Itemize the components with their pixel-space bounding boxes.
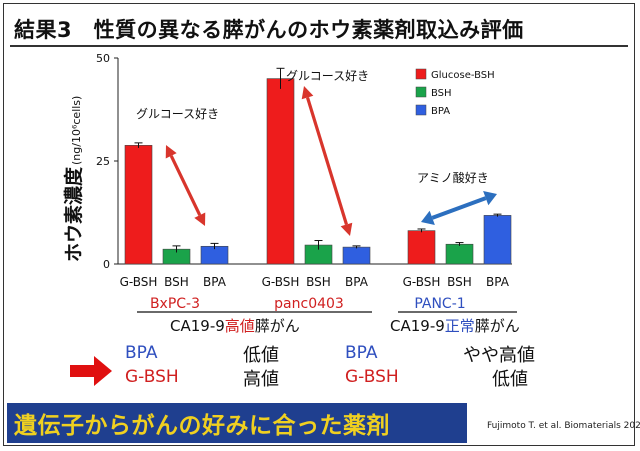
y-tick-label: 0 [103,258,110,271]
arrow-head [483,191,497,206]
bar [266,78,295,265]
double-arrow-panc1 [421,191,497,225]
arrow-shaft [169,155,202,216]
summary-right-row2-level: 低値 [492,369,528,390]
citation: Fujimoto T. et al. Biomaterials 2024 [487,421,640,431]
group-label: panc0403 [274,296,344,312]
x-tick-label: G-BSH [403,275,441,289]
annotation-glucose-2: グルコース好き [286,69,369,83]
group-label: BxPC-3 [150,296,200,312]
arrow-head [421,210,435,225]
group-label: PANC-1 [414,296,465,312]
x-tick-label: BSH [447,275,472,289]
y-tick-label: 50 [96,52,110,65]
chart-labels: 0 25 50 ホウ素濃度(ng/10⁶cells) G-BSH BSH BPA G-BSH B… [62,52,520,335]
chart-arrows [165,86,497,236]
bracket-label-normal: CA19-9正常膵がん [390,317,520,335]
arrow-head [194,212,206,226]
conclusion-text: 遺伝子からがんの好みに合った薬剤 [14,413,390,439]
summary-right-row1-drug: BPA [345,343,378,363]
bracket-label-high: CA19-9高値膵がん [170,317,300,335]
summary-right-row1-level: やや高値 [463,345,535,366]
conclusion-banner [7,403,467,443]
x-tick-label: G-BSH [262,275,300,289]
arrow-head [165,145,177,159]
chart-legend: Glucose-BSH BSH BPA [415,68,495,117]
bar [483,215,512,265]
summary-left-row2-level: 高値 [243,369,279,390]
bar [407,230,436,265]
bar [445,243,474,265]
bar [124,145,153,265]
chart-axes [114,57,517,313]
arrow-shaft [305,97,349,225]
summary-right-row2-drug: G-BSH [345,367,399,387]
y-axis-label: ホウ素濃度(ng/10⁶cells) [62,96,85,262]
x-tick-label: BSH [306,275,331,289]
x-tick-label: BPA [486,275,510,289]
arrow-head [301,86,314,100]
right-arrow-icon [70,356,112,386]
double-arrow-bxpc3 [165,145,206,226]
legend-swatch [415,68,427,80]
x-tick-label: BSH [164,275,189,289]
slide-title: 結果3 性質の異なる膵がんのホウ素薬剤取込み評価 [14,18,524,42]
legend-label: BSH [431,88,452,99]
double-arrow-panc0403 [301,86,353,236]
summary-left-row1-level: 低値 [243,345,279,366]
title-divider [10,45,628,47]
x-tick-label: BPA [203,275,227,289]
legend-swatch [415,86,427,98]
slide-frame [3,3,635,446]
legend-label: Glucose-BSH [431,70,495,81]
arrow-shaft [431,196,487,220]
y-tick-label: 25 [96,155,110,168]
annotation-glucose-1: グルコース好き [136,107,219,121]
summary-left-row1-drug: BPA [125,343,158,363]
x-tick-label: G-BSH [120,275,158,289]
chart-bars [124,67,512,265]
annotation-amino: アミノ酸好き [417,170,489,185]
bar [342,246,371,265]
summary-left-row2-drug: G-BSH [125,367,179,387]
legend-swatch [415,104,427,116]
legend-label: BPA [431,106,450,117]
arrow-head [340,222,353,236]
x-tick-label: BPA [345,275,369,289]
